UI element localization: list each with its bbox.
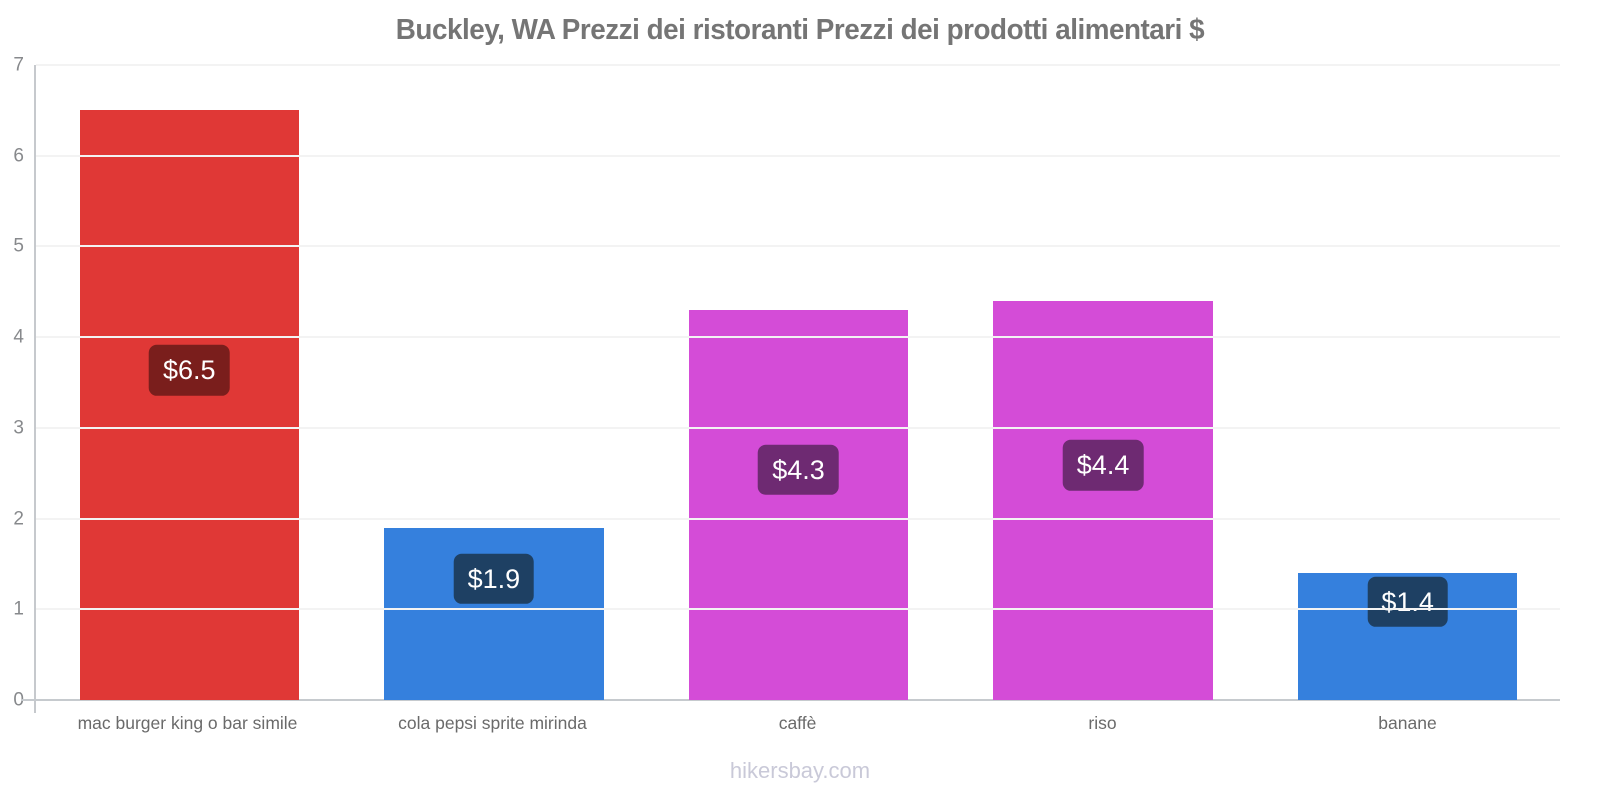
y-axis-labels: 0 1 2 3 4 5 6 7 [0,56,24,710]
gridline [36,245,1560,248]
bar-column-2: $1.9 [342,65,647,700]
y-axis-tick-label: 7 [13,54,24,76]
gridline [36,154,1560,157]
x-axis-category-label: riso [1088,713,1117,733]
x-axis-category-label: mac burger king o bar simile [77,713,298,733]
y-axis-tick-label: 0 [13,689,24,711]
value-badge: $4.3 [758,444,839,496]
y-axis-tick-label: 6 [13,145,24,167]
y-axis-tick-label: 5 [13,235,24,257]
y-axis-tick-label: 1 [13,598,24,620]
y-axis-tick-label: 3 [13,417,24,439]
x-axis-category-label: cola pepsi sprite mirinda [398,713,587,733]
bar-3: $4.3 [688,309,909,700]
gridline [36,426,1560,429]
bar-5: $1.4 [1298,573,1518,700]
bar-column-1: $6.5 [37,65,342,700]
value-badge: $4.4 [1062,440,1144,491]
bar-column-3: $4.3 [646,65,951,700]
gridline [36,517,1560,520]
bar-column-4: $4.4 [951,65,1256,700]
bar-4: $4.4 [993,300,1213,700]
x-axis-category-label: caffè [778,713,817,733]
watermark: hikersbay.com [729,758,871,783]
bar-2: $1.9 [384,527,604,700]
value-badge: $1.9 [453,553,535,605]
x-axis-labels: mac burger king o bar simile cola pepsi s… [35,713,1560,734]
y-axis-line [34,65,36,713]
y-axis-tick-label: 2 [13,508,24,530]
plot-area: $6.5 $1.9 $4.3 $4.4 $1.4 [21,64,1560,713]
bars-container: $6.5 $1.9 $4.3 $4.4 $1.4 [37,65,1560,700]
value-badge: $1.4 [1367,576,1448,627]
bar-column-5: $1.4 [1255,65,1560,700]
y-axis-tick-label: 4 [13,326,24,348]
gridline [36,608,1560,611]
gridline [36,336,1560,339]
gridline [36,64,1560,66]
chart-title: Buckley, WA Prezzi dei ristoranti Prezzi… [395,14,1205,46]
bar-1: $6.5 [79,110,299,700]
x-axis-category-label: banane [1378,713,1437,733]
x-axis-line [21,699,1560,701]
value-badge: $6.5 [149,344,230,396]
